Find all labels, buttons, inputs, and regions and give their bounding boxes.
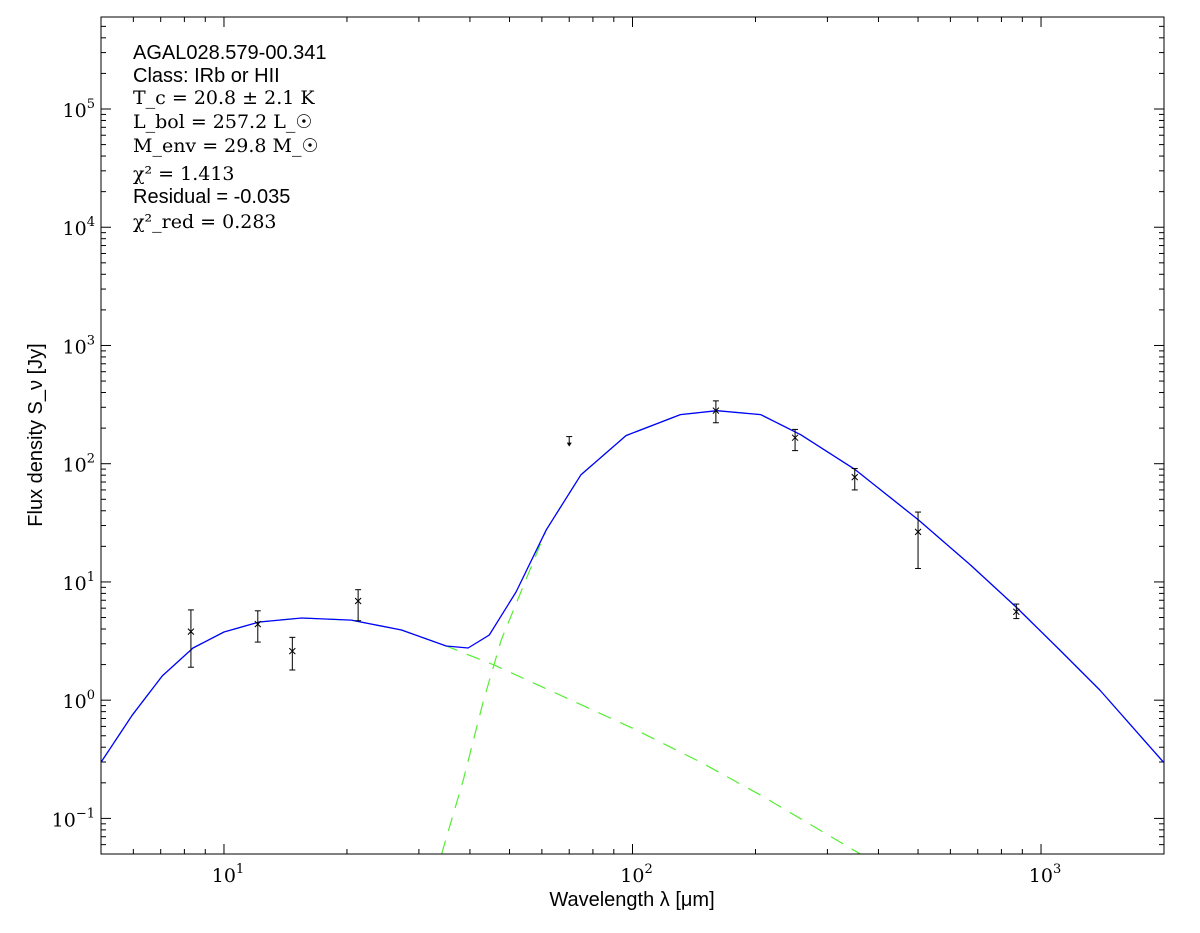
tc-label: T_c = 20.8 ± 2.1 K xyxy=(133,87,315,109)
model-curve xyxy=(101,410,1164,763)
data-point xyxy=(354,589,362,622)
y-tick-label: 101 xyxy=(63,570,95,595)
data-point xyxy=(914,511,922,569)
point-marker xyxy=(254,620,262,628)
x-tick-label: 101 xyxy=(212,862,244,887)
component-curve xyxy=(441,410,1164,854)
lbol-label: L_bol = 257.2 L_☉ xyxy=(133,111,312,133)
model-curves xyxy=(101,410,1164,854)
point-marker xyxy=(712,407,720,415)
y-tick-label: 10−1 xyxy=(52,806,95,831)
point-marker xyxy=(914,528,922,536)
menv-label: M_env = 29.8 M_☉ xyxy=(133,135,319,157)
x-tick-label: 103 xyxy=(1029,862,1061,887)
point-marker xyxy=(288,647,296,655)
source-name: AGAL028.579-00.341 xyxy=(133,42,327,64)
upper-limit-arrow xyxy=(566,442,572,447)
chi2-label: χ² = 1.413 xyxy=(133,163,235,185)
component-curve xyxy=(101,617,861,854)
point-marker xyxy=(851,473,859,481)
data-point xyxy=(187,609,195,668)
data-point xyxy=(1012,603,1020,620)
y-tick-label: 102 xyxy=(63,452,95,477)
data-point xyxy=(851,468,859,491)
data-points xyxy=(187,400,1020,671)
y-tick-label: 104 xyxy=(63,215,95,240)
upper-limit xyxy=(566,436,573,447)
axis-ticks xyxy=(100,16,1165,855)
point-marker xyxy=(187,628,195,635)
data-point xyxy=(288,636,296,671)
y-tick-label: 100 xyxy=(63,688,95,713)
annotation-block: AGAL028.579-00.341 Class: IRb or HII T_c… xyxy=(133,42,327,233)
tick-labels: 101 102 103 10−1 100 101 102 103 104 105 xyxy=(52,97,1062,887)
y-axis-label: Flux density S_ν [Jy] xyxy=(25,343,47,526)
data-point xyxy=(254,610,262,643)
y-tick-label: 105 xyxy=(63,97,95,122)
x-axis-label: Wavelength λ [μm] xyxy=(549,889,714,911)
residual-label: Residual = -0.035 xyxy=(133,186,290,208)
x-tick-label: 102 xyxy=(620,862,652,887)
plot-frame xyxy=(100,16,1165,855)
class-label: Class: IRb or HII xyxy=(133,65,280,87)
point-marker xyxy=(1012,608,1020,616)
data-point xyxy=(712,400,720,424)
point-marker xyxy=(791,434,799,442)
y-tick-label: 103 xyxy=(63,333,95,358)
chi2red-label: χ²_red = 0.283 xyxy=(133,211,277,233)
point-marker xyxy=(354,597,362,605)
data-point xyxy=(791,428,799,452)
